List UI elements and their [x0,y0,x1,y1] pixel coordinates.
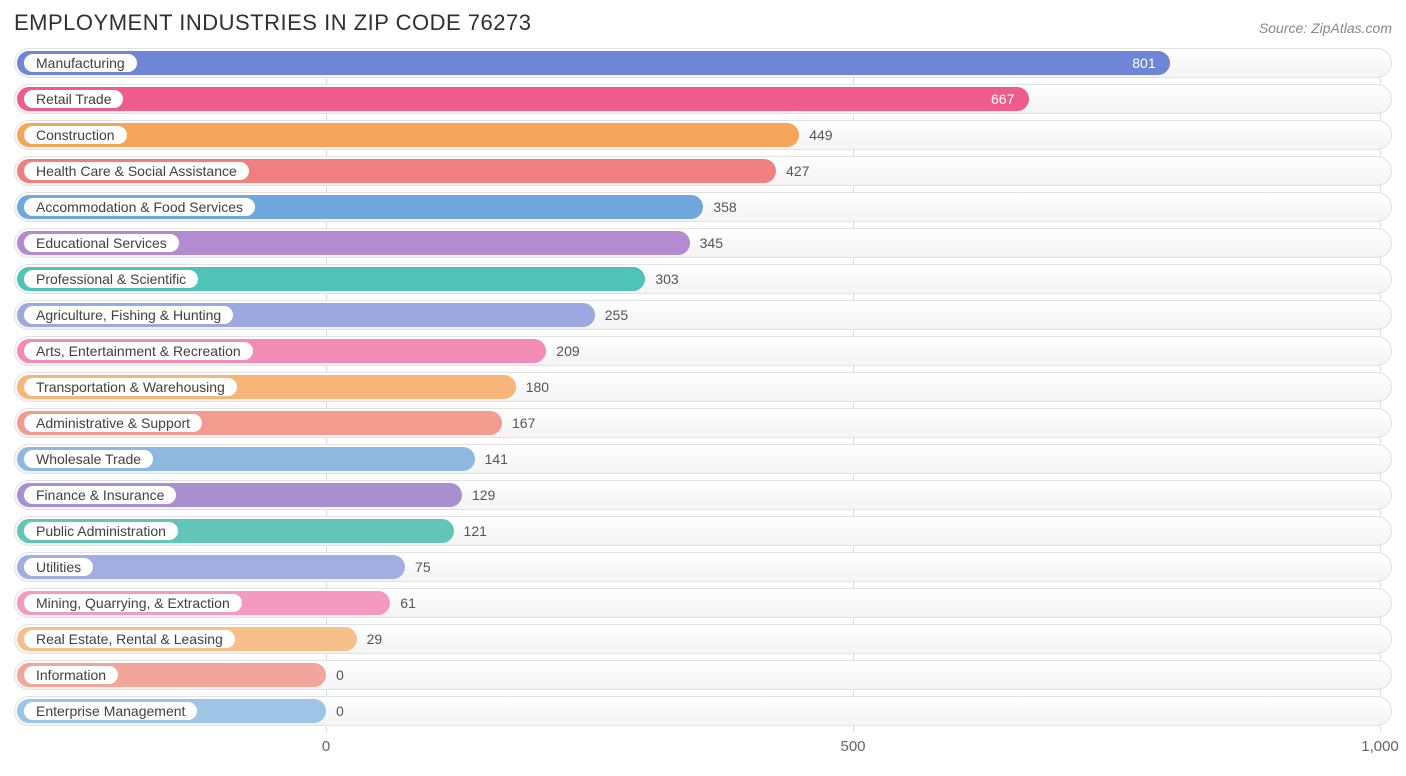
category-pill: Real Estate, Rental & Leasing [23,629,236,649]
bar-value: 345 [690,228,723,258]
category-pill: Transportation & Warehousing [23,377,238,397]
category-pill: Retail Trade [23,89,124,109]
category-pill: Arts, Entertainment & Recreation [23,341,254,361]
axis-tick: 1,000 [1361,738,1399,755]
category-pill: Finance & Insurance [23,485,177,505]
bar-value: 180 [516,372,549,402]
bar-value: 667 [981,84,1014,114]
bar-value: 255 [595,300,628,330]
bar-value: 0 [326,660,344,690]
chart-row: Public Administration 121 [14,516,1392,546]
chart-row: Real Estate, Rental & Leasing 29 [14,624,1392,654]
axis-tick: 0 [322,738,330,755]
category-pill: Mining, Quarrying, & Extraction [23,593,243,613]
chart-row: Utilities 75 [14,552,1392,582]
bar-value: 141 [475,444,508,474]
chart-rows: Manufacturing 801 Retail Trade 667 Construct… [14,48,1392,726]
chart-row: Finance & Insurance 129 [14,480,1392,510]
category-pill: Utilities [23,557,94,577]
chart-row: Accommodation & Food Services 358 [14,192,1392,222]
bar-value: 801 [1122,48,1155,78]
chart-row: Agriculture, Fishing & Hunting 255 [14,300,1392,330]
chart-row: Manufacturing 801 [14,48,1392,78]
category-pill: Construction [23,125,128,145]
category-pill: Enterprise Management [23,701,198,721]
chart-row: Wholesale Trade 141 [14,444,1392,474]
chart-row: Mining, Quarrying, & Extraction 61 [14,588,1392,618]
bar-value: 358 [703,192,736,222]
bar-value: 209 [546,336,579,366]
chart-header: EMPLOYMENT INDUSTRIES IN ZIP CODE 76273 … [14,10,1392,36]
category-pill: Health Care & Social Assistance [23,161,250,181]
bar-value: 449 [799,120,832,150]
bar-fill [17,87,1029,111]
bar-value: 29 [357,624,383,654]
chart-row: Administrative & Support 167 [14,408,1392,438]
category-pill: Information [23,665,119,685]
chart-row: Arts, Entertainment & Recreation 209 [14,336,1392,366]
category-pill: Educational Services [23,233,180,253]
bar-chart: Manufacturing 801 Retail Trade 667 Construct… [14,48,1392,762]
category-pill: Wholesale Trade [23,449,154,469]
bar-value: 427 [776,156,809,186]
bar-value: 75 [405,552,431,582]
category-pill: Administrative & Support [23,413,203,433]
axis-tick: 500 [840,738,865,755]
chart-row: Enterprise Management 0 [14,696,1392,726]
bar-value: 121 [454,516,487,546]
chart-row: Educational Services 345 [14,228,1392,258]
bar-fill [17,123,799,147]
chart-row: Health Care & Social Assistance 427 [14,156,1392,186]
bar-value: 61 [390,588,416,618]
bar-value: 167 [502,408,535,438]
bar-value: 303 [645,264,678,294]
x-axis: 05001,000 [14,732,1392,762]
category-pill: Agriculture, Fishing & Hunting [23,305,234,325]
chart-title: EMPLOYMENT INDUSTRIES IN ZIP CODE 76273 [14,10,532,36]
category-pill: Public Administration [23,521,179,541]
category-pill: Professional & Scientific [23,269,199,289]
category-pill: Manufacturing [23,53,138,73]
bar-fill [17,51,1170,75]
bar-value: 0 [326,696,344,726]
chart-row: Transportation & Warehousing 180 [14,372,1392,402]
bar-value: 129 [462,480,495,510]
chart-source: Source: ZipAtlas.com [1259,20,1392,36]
chart-row: Information 0 [14,660,1392,690]
chart-row: Professional & Scientific 303 [14,264,1392,294]
category-pill: Accommodation & Food Services [23,197,256,217]
chart-row: Retail Trade 667 [14,84,1392,114]
chart-row: Construction 449 [14,120,1392,150]
